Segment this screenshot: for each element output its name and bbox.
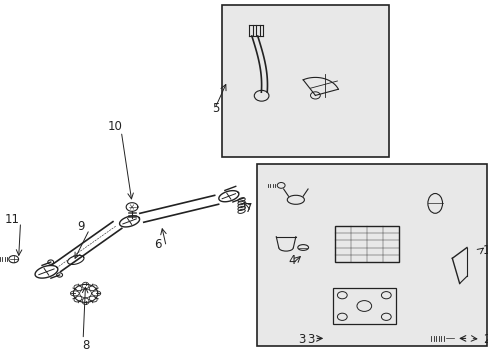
Text: 3: 3 [306, 333, 314, 346]
Bar [222, 5, 388, 157]
Text: 5: 5 [211, 102, 219, 114]
Text: 6: 6 [154, 238, 161, 251]
Text: 10: 10 [107, 120, 122, 132]
Bar [256, 164, 486, 346]
Text: 4: 4 [288, 255, 295, 267]
Bar [334, 226, 398, 262]
Text: 9: 9 [77, 220, 84, 233]
Text: 7: 7 [245, 202, 252, 215]
Text: 8: 8 [81, 339, 89, 352]
Bar [332, 288, 395, 324]
Text: 11: 11 [5, 213, 20, 226]
Text: 1: 1 [482, 244, 488, 257]
Text: 2: 2 [482, 333, 488, 346]
Text: 3: 3 [298, 333, 305, 346]
